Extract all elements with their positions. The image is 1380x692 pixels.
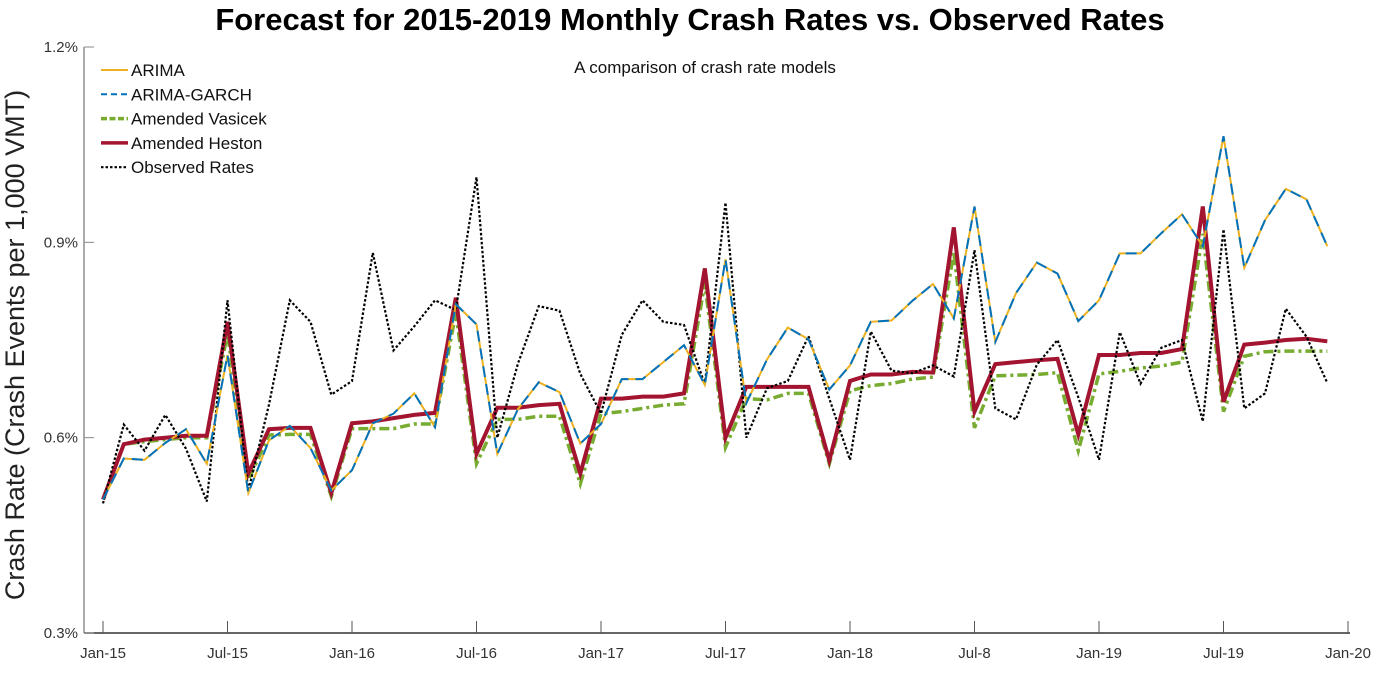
legend-label: ARIMA-GARCH bbox=[131, 85, 252, 104]
x-tick-label: Jan-20 bbox=[1325, 645, 1371, 662]
legend-label: Amended Heston bbox=[131, 134, 262, 153]
series-layer bbox=[101, 136, 1329, 504]
axes: 0.3% 0.6% 0.9% 1.2% Jan-15 Jul-15 Jan-16 Jul-16… bbox=[44, 39, 1371, 662]
y-tick-label: 0.3% bbox=[44, 625, 78, 642]
legend-label: Amended Vasicek bbox=[131, 110, 267, 129]
x-tick-label: Jan-19 bbox=[1076, 645, 1122, 662]
x-tick-label: Jul-8 bbox=[958, 645, 991, 662]
chart-title: Forecast for 2015-2019 Monthly Crash Rat… bbox=[215, 2, 1165, 37]
y-tick-label: 1.2% bbox=[44, 39, 78, 56]
x-tick-label: Jul-16 bbox=[456, 645, 497, 662]
y-tick-label: 0.6% bbox=[44, 430, 78, 447]
series-line-observed-rates bbox=[101, 177, 1329, 504]
legend-label: Observed Rates bbox=[131, 158, 254, 177]
y-tick-label: 0.9% bbox=[44, 234, 78, 251]
x-tick-label: Jan-18 bbox=[827, 645, 873, 662]
legend: ARIMA ARIMA-GARCH Amended Vasicek Amended H… bbox=[101, 61, 267, 177]
x-tick-label: Jul-15 bbox=[207, 645, 248, 662]
chart-subtitle: A comparison of crash rate models bbox=[574, 58, 836, 77]
series-line-arima-garch bbox=[102, 136, 1329, 500]
y-axis-label: Crash Rate (Crash Events per 1,000 VMT) bbox=[0, 90, 30, 600]
x-tick-label: Jan-16 bbox=[329, 645, 375, 662]
x-tick-label: Jul-19 bbox=[1203, 645, 1244, 662]
x-tick-label: Jul-17 bbox=[705, 645, 746, 662]
legend-label: ARIMA bbox=[131, 61, 186, 80]
x-tick-label: Jan-17 bbox=[578, 645, 624, 662]
x-tick-label: Jan-15 bbox=[80, 645, 126, 662]
series-line-amended-heston bbox=[101, 206, 1328, 501]
